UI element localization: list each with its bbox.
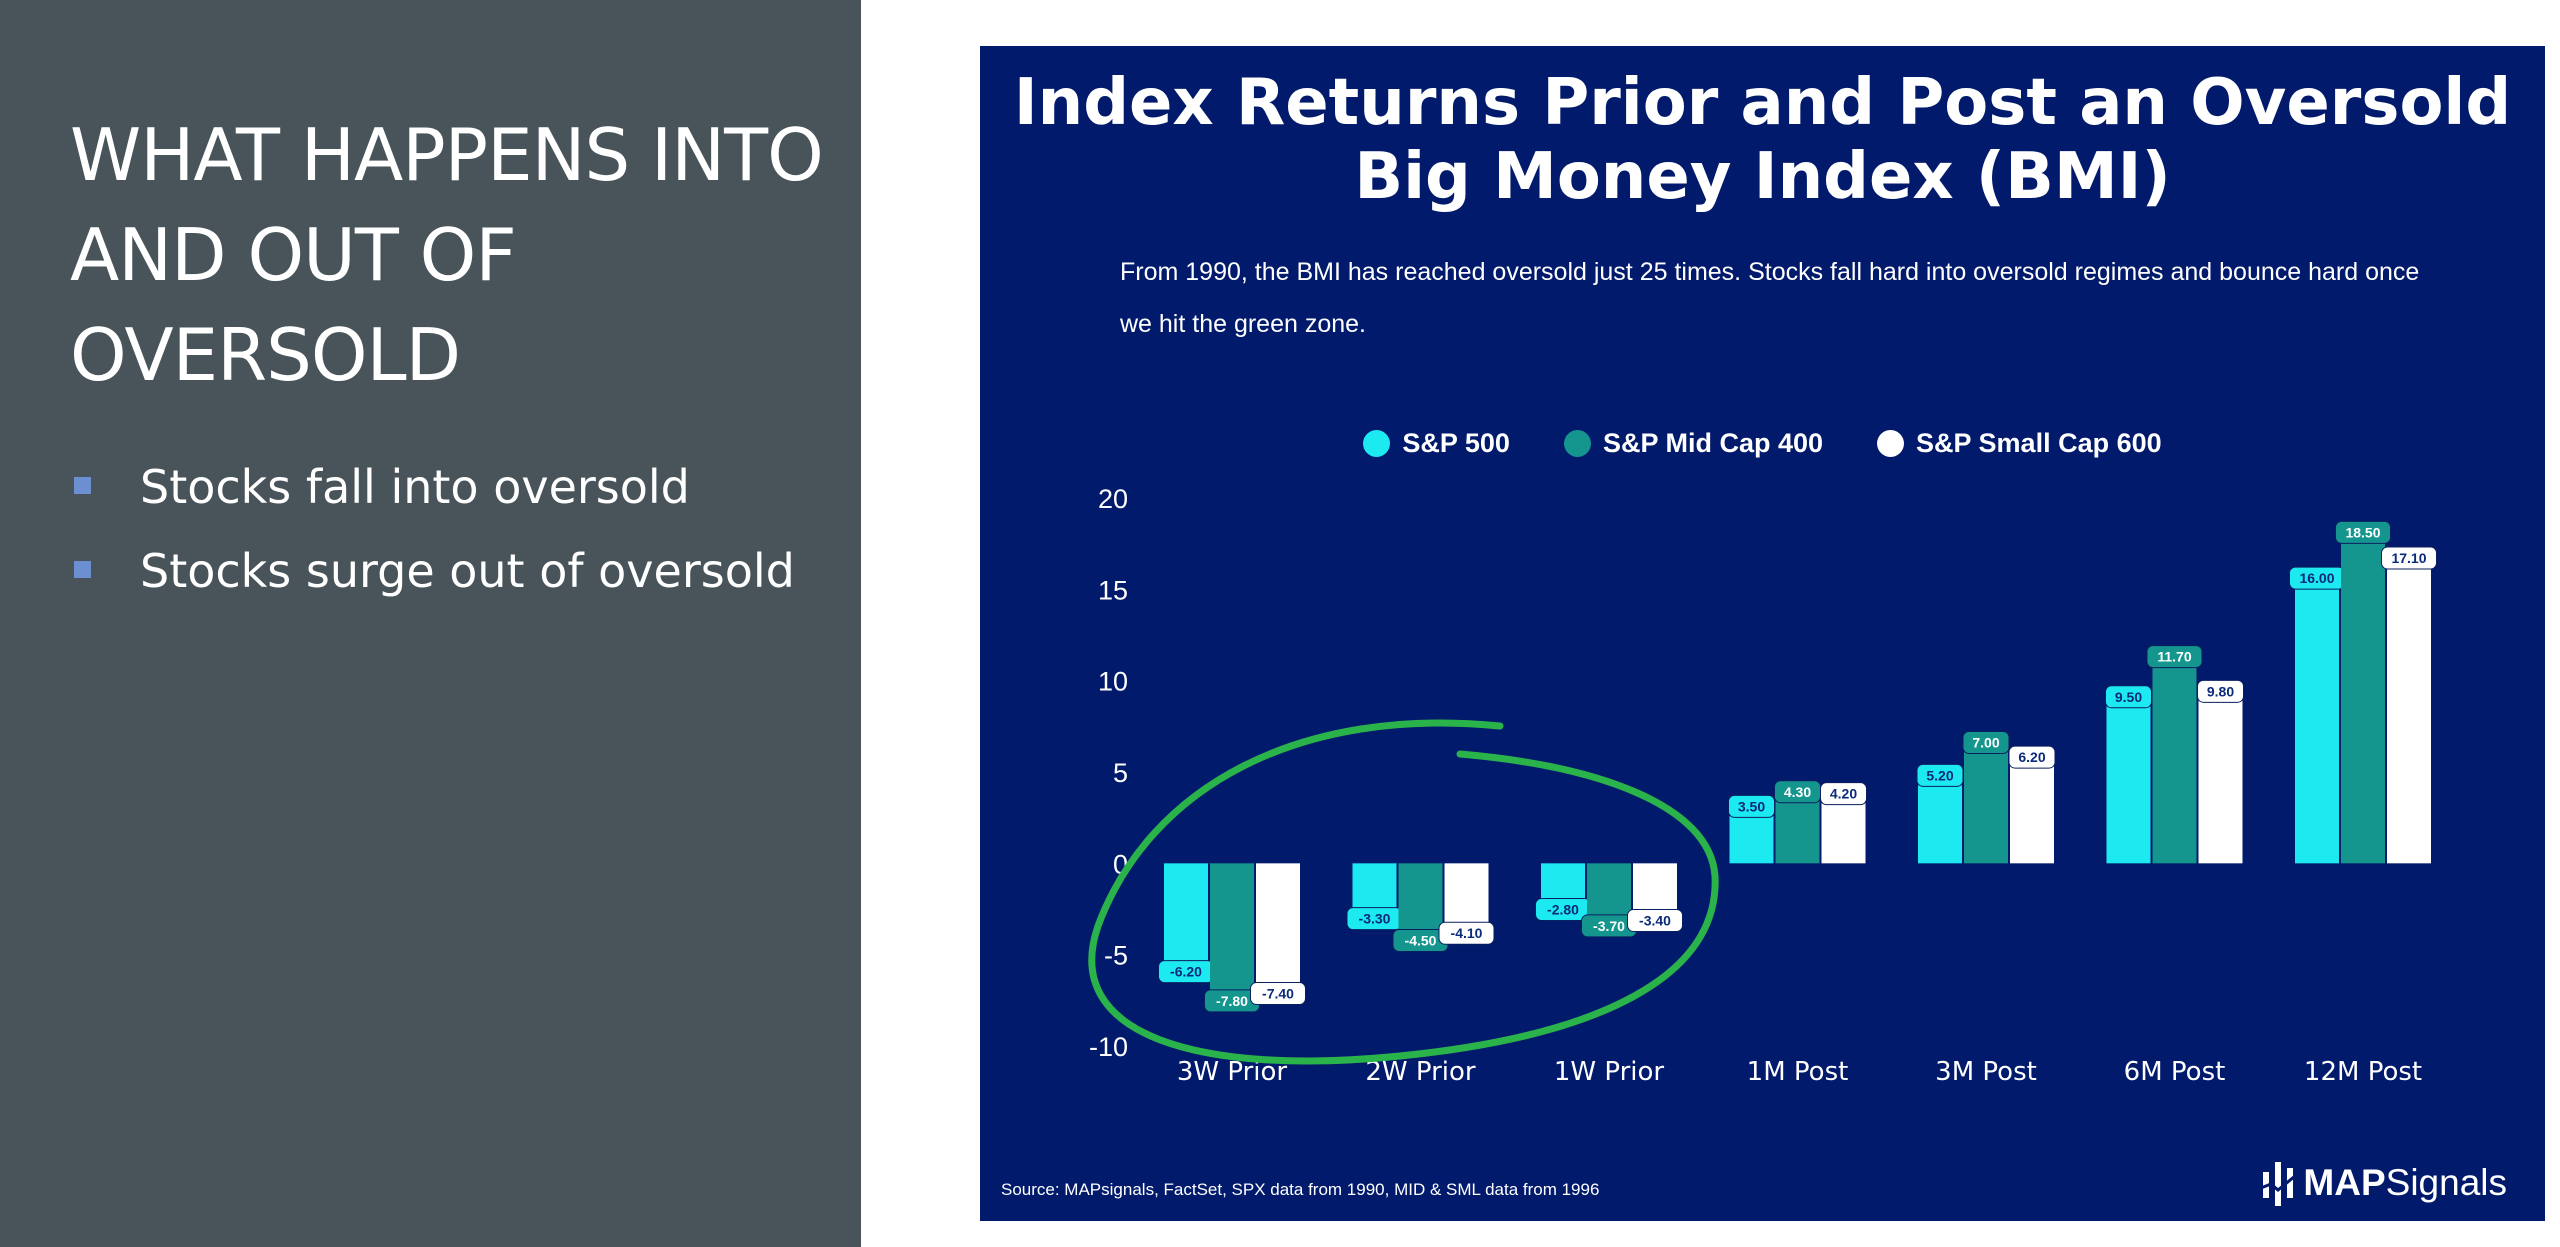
data-label: 7.00 xyxy=(1972,734,1999,750)
legend-item-sp500: S&P 500 xyxy=(1363,428,1510,459)
bullet-list: Stocks fall into oversold Stocks surge o… xyxy=(70,455,810,623)
y-tick-label: -10 xyxy=(1089,1032,1128,1062)
annotation-ellipse xyxy=(1088,719,1719,1065)
legend-label: S&P Mid Cap 400 xyxy=(1602,428,1824,458)
bullet-text: Stocks fall into oversold xyxy=(140,460,690,514)
x-tick-label: 6M Post xyxy=(2124,1057,2226,1087)
data-label: 4.30 xyxy=(1784,784,1811,800)
square-bullet-icon xyxy=(74,477,91,494)
y-tick-label: 15 xyxy=(1098,575,1128,605)
data-label: -7.40 xyxy=(1262,986,1294,1002)
data-label: -7.80 xyxy=(1216,993,1248,1009)
bar xyxy=(2295,571,2339,864)
legend-swatch-smallcap xyxy=(1877,430,1905,457)
data-label: 17.10 xyxy=(2391,550,2426,566)
data-label: 9.80 xyxy=(2207,683,2234,699)
data-label-badge xyxy=(2146,645,2203,669)
square-bullet-icon xyxy=(74,561,91,578)
x-tick-label: 3M Post xyxy=(1935,1057,2037,1087)
brand-logo: MAPSignals xyxy=(2261,1158,2507,1208)
data-label-badge xyxy=(1438,921,1495,945)
chart-subtitle: From 1990, the BMI has reached oversold … xyxy=(1120,258,2420,338)
data-label-badge xyxy=(1962,730,2010,754)
data-label: 11.70 xyxy=(2157,649,2191,665)
data-label: 5.20 xyxy=(1926,767,1953,783)
data-label: 3.50 xyxy=(1738,798,1765,814)
source-note: Source: MAPsignals, FactSet, SPX data fr… xyxy=(1001,1180,1600,1199)
bullet-text: Stocks surge out of oversold xyxy=(140,544,795,598)
data-label-badge xyxy=(1627,908,1683,932)
data-label: -2.80 xyxy=(1547,901,1579,917)
slide-left-panel: WHAT HAPPENS INTO AND OUT OF OVERSOLD St… xyxy=(0,0,861,1247)
data-label: -3.30 xyxy=(1359,911,1391,927)
y-tick-label: -5 xyxy=(1104,941,1128,971)
chart-title: Index Returns Prior and Post an Oversold… xyxy=(1013,66,2512,214)
chart-image: Index Returns Prior and Post an Oversold… xyxy=(980,46,2545,1221)
data-label-badge xyxy=(2381,546,2437,570)
brand-name-regular: Signals xyxy=(2385,1162,2507,1203)
bar xyxy=(2152,649,2197,864)
legend-swatch-midcap xyxy=(1563,430,1591,457)
bar xyxy=(2341,525,2385,864)
legend-item-midcap: S&P Mid Cap 400 xyxy=(1563,428,1824,459)
bar xyxy=(1164,863,1208,977)
data-label: 4.20 xyxy=(1830,786,1857,802)
y-tick-label: 20 xyxy=(1098,484,1128,514)
slide-title: WHAT HAPPENS INTO AND OUT OF OVERSOLD xyxy=(70,113,824,397)
data-label: 6.20 xyxy=(2018,749,2045,765)
data-label: -3.40 xyxy=(1639,912,1671,928)
data-label-badge xyxy=(2335,520,2391,544)
data-label: -3.70 xyxy=(1593,918,1625,934)
bullet-item: Stocks surge out of oversold xyxy=(70,539,810,603)
data-label: 18.50 xyxy=(2345,524,2380,540)
legend-label: S&P Small Cap 600 xyxy=(1916,428,2162,458)
data-label: 16.00 xyxy=(2299,570,2334,586)
data-label-badge xyxy=(1728,794,1775,818)
x-tick-label: 1W Prior xyxy=(1554,1057,1665,1087)
bar xyxy=(2198,684,2243,864)
bar xyxy=(2010,750,2054,864)
data-label-badge xyxy=(2197,679,2244,703)
legend-label: S&P 500 xyxy=(1402,428,1510,458)
bar xyxy=(1210,863,1254,1006)
y-tick-label: 5 xyxy=(1113,758,1128,788)
x-tick-label: 12M Post xyxy=(2304,1057,2422,1087)
bullet-item: Stocks fall into oversold xyxy=(70,455,810,519)
bar xyxy=(2106,689,2151,864)
x-tick-label: 1M Post xyxy=(1747,1057,1849,1087)
data-label: -4.10 xyxy=(1451,925,1483,941)
data-label-badge xyxy=(1250,982,1306,1006)
data-label-badge xyxy=(2008,745,2056,769)
data-label: -6.20 xyxy=(1170,964,1202,980)
bar-chart-logo-icon xyxy=(2261,1162,2296,1206)
data-label-badge xyxy=(1916,763,1964,787)
x-tick-label: 2W Prior xyxy=(1365,1057,1476,1087)
brand-name-bold: MAP xyxy=(2303,1162,2386,1203)
data-label: 9.50 xyxy=(2115,689,2142,705)
bar xyxy=(1256,863,1300,999)
data-label: -4.50 xyxy=(1405,933,1437,949)
legend-item-smallcap: S&P Small Cap 600 xyxy=(1877,428,2162,459)
data-label-badge xyxy=(2105,685,2152,709)
bar xyxy=(1964,735,2008,864)
chart-legend: S&P 500 S&P Mid Cap 400 S&P Small Cap 60… xyxy=(980,428,2545,459)
legend-swatch-sp500 xyxy=(1363,430,1391,457)
data-label-badge xyxy=(1820,782,1867,806)
bar xyxy=(2387,550,2431,864)
y-tick-label: 10 xyxy=(1098,667,1128,697)
